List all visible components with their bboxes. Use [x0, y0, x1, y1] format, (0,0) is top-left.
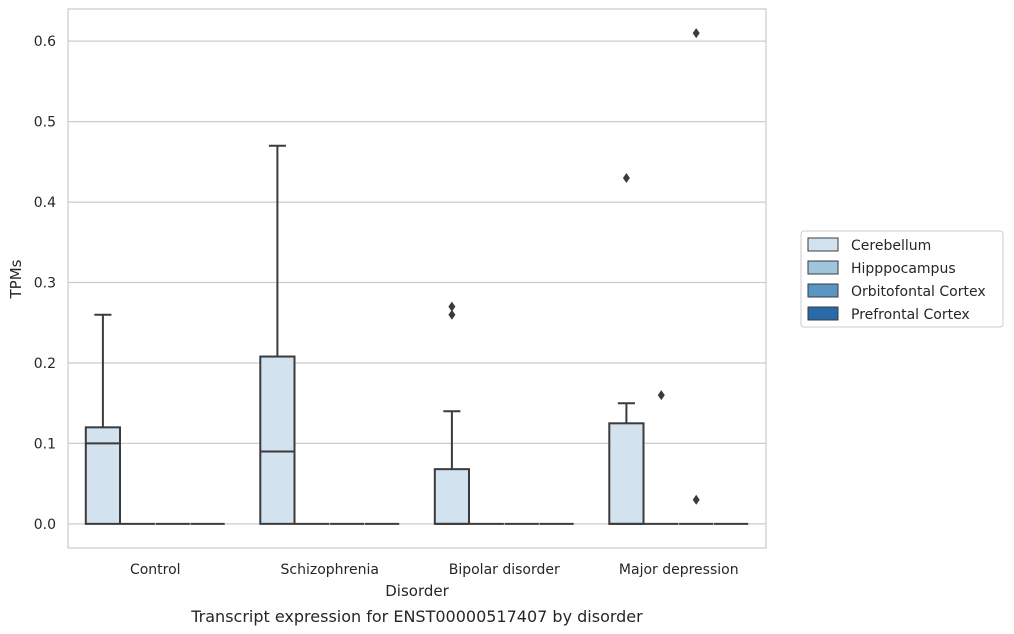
y-tick-label: 0.1: [34, 436, 56, 452]
chart-caption: Transcript expression for ENST0000051740…: [190, 607, 643, 626]
legend-swatch: [807, 306, 839, 321]
box-group: [433, 301, 471, 525]
x-tick-label: Control: [130, 562, 181, 578]
y-tick-label: 0.6: [34, 34, 56, 50]
outlier-point: [692, 494, 700, 505]
x-tick-label: Schizophrenia: [281, 562, 379, 578]
legend-label: Orbitofontal Cortex: [851, 284, 986, 300]
legend-swatch: [807, 260, 839, 275]
x-tick-labels: Control Schizophrenia Bipolar disorder Majo…: [130, 562, 739, 578]
y-tick-labels: 0.0 0.1 0.2 0.3 0.4 0.5 0.6: [34, 34, 56, 533]
boxes: [84, 28, 749, 525]
box-group: [259, 144, 296, 525]
y-tick-label: 0.4: [34, 195, 56, 211]
box: [433, 468, 471, 525]
box-group: [608, 172, 645, 525]
legend: Cerebellum Hipppocampus Orbitofontal Corte…: [800, 230, 1004, 328]
box-group: [644, 390, 679, 525]
outlier-point: [622, 172, 630, 183]
box: [608, 422, 645, 525]
x-tick-label: Major depression: [619, 562, 739, 578]
y-tick-label: 0.3: [34, 276, 56, 292]
outlier-point: [657, 390, 665, 401]
outlier-point: [448, 309, 456, 320]
outlier-point: [692, 28, 700, 39]
legend-label: Cerebellum: [851, 238, 931, 254]
plot-frame: [67, 8, 767, 549]
legend-swatch: [807, 283, 839, 298]
x-axis-title: Disorder: [385, 582, 449, 600]
box-group: [679, 28, 714, 525]
box-group: [84, 313, 122, 525]
x-tick-label: Bipolar disorder: [449, 562, 560, 578]
y-axis-title: TPMs: [7, 259, 25, 299]
legend-frame: [800, 230, 1004, 328]
legend-label: Prefrontal Cortex: [851, 307, 970, 323]
box: [84, 426, 122, 525]
y-tick-label: 0.2: [34, 356, 56, 372]
gridlines: [68, 40, 766, 525]
legend-swatch: [807, 237, 839, 252]
y-tick-label: 0.0: [34, 517, 56, 533]
legend-label: Hipppocampus: [851, 261, 956, 277]
outlier-point: [448, 301, 456, 312]
y-tick-label: 0.5: [34, 115, 56, 131]
box: [259, 355, 296, 525]
